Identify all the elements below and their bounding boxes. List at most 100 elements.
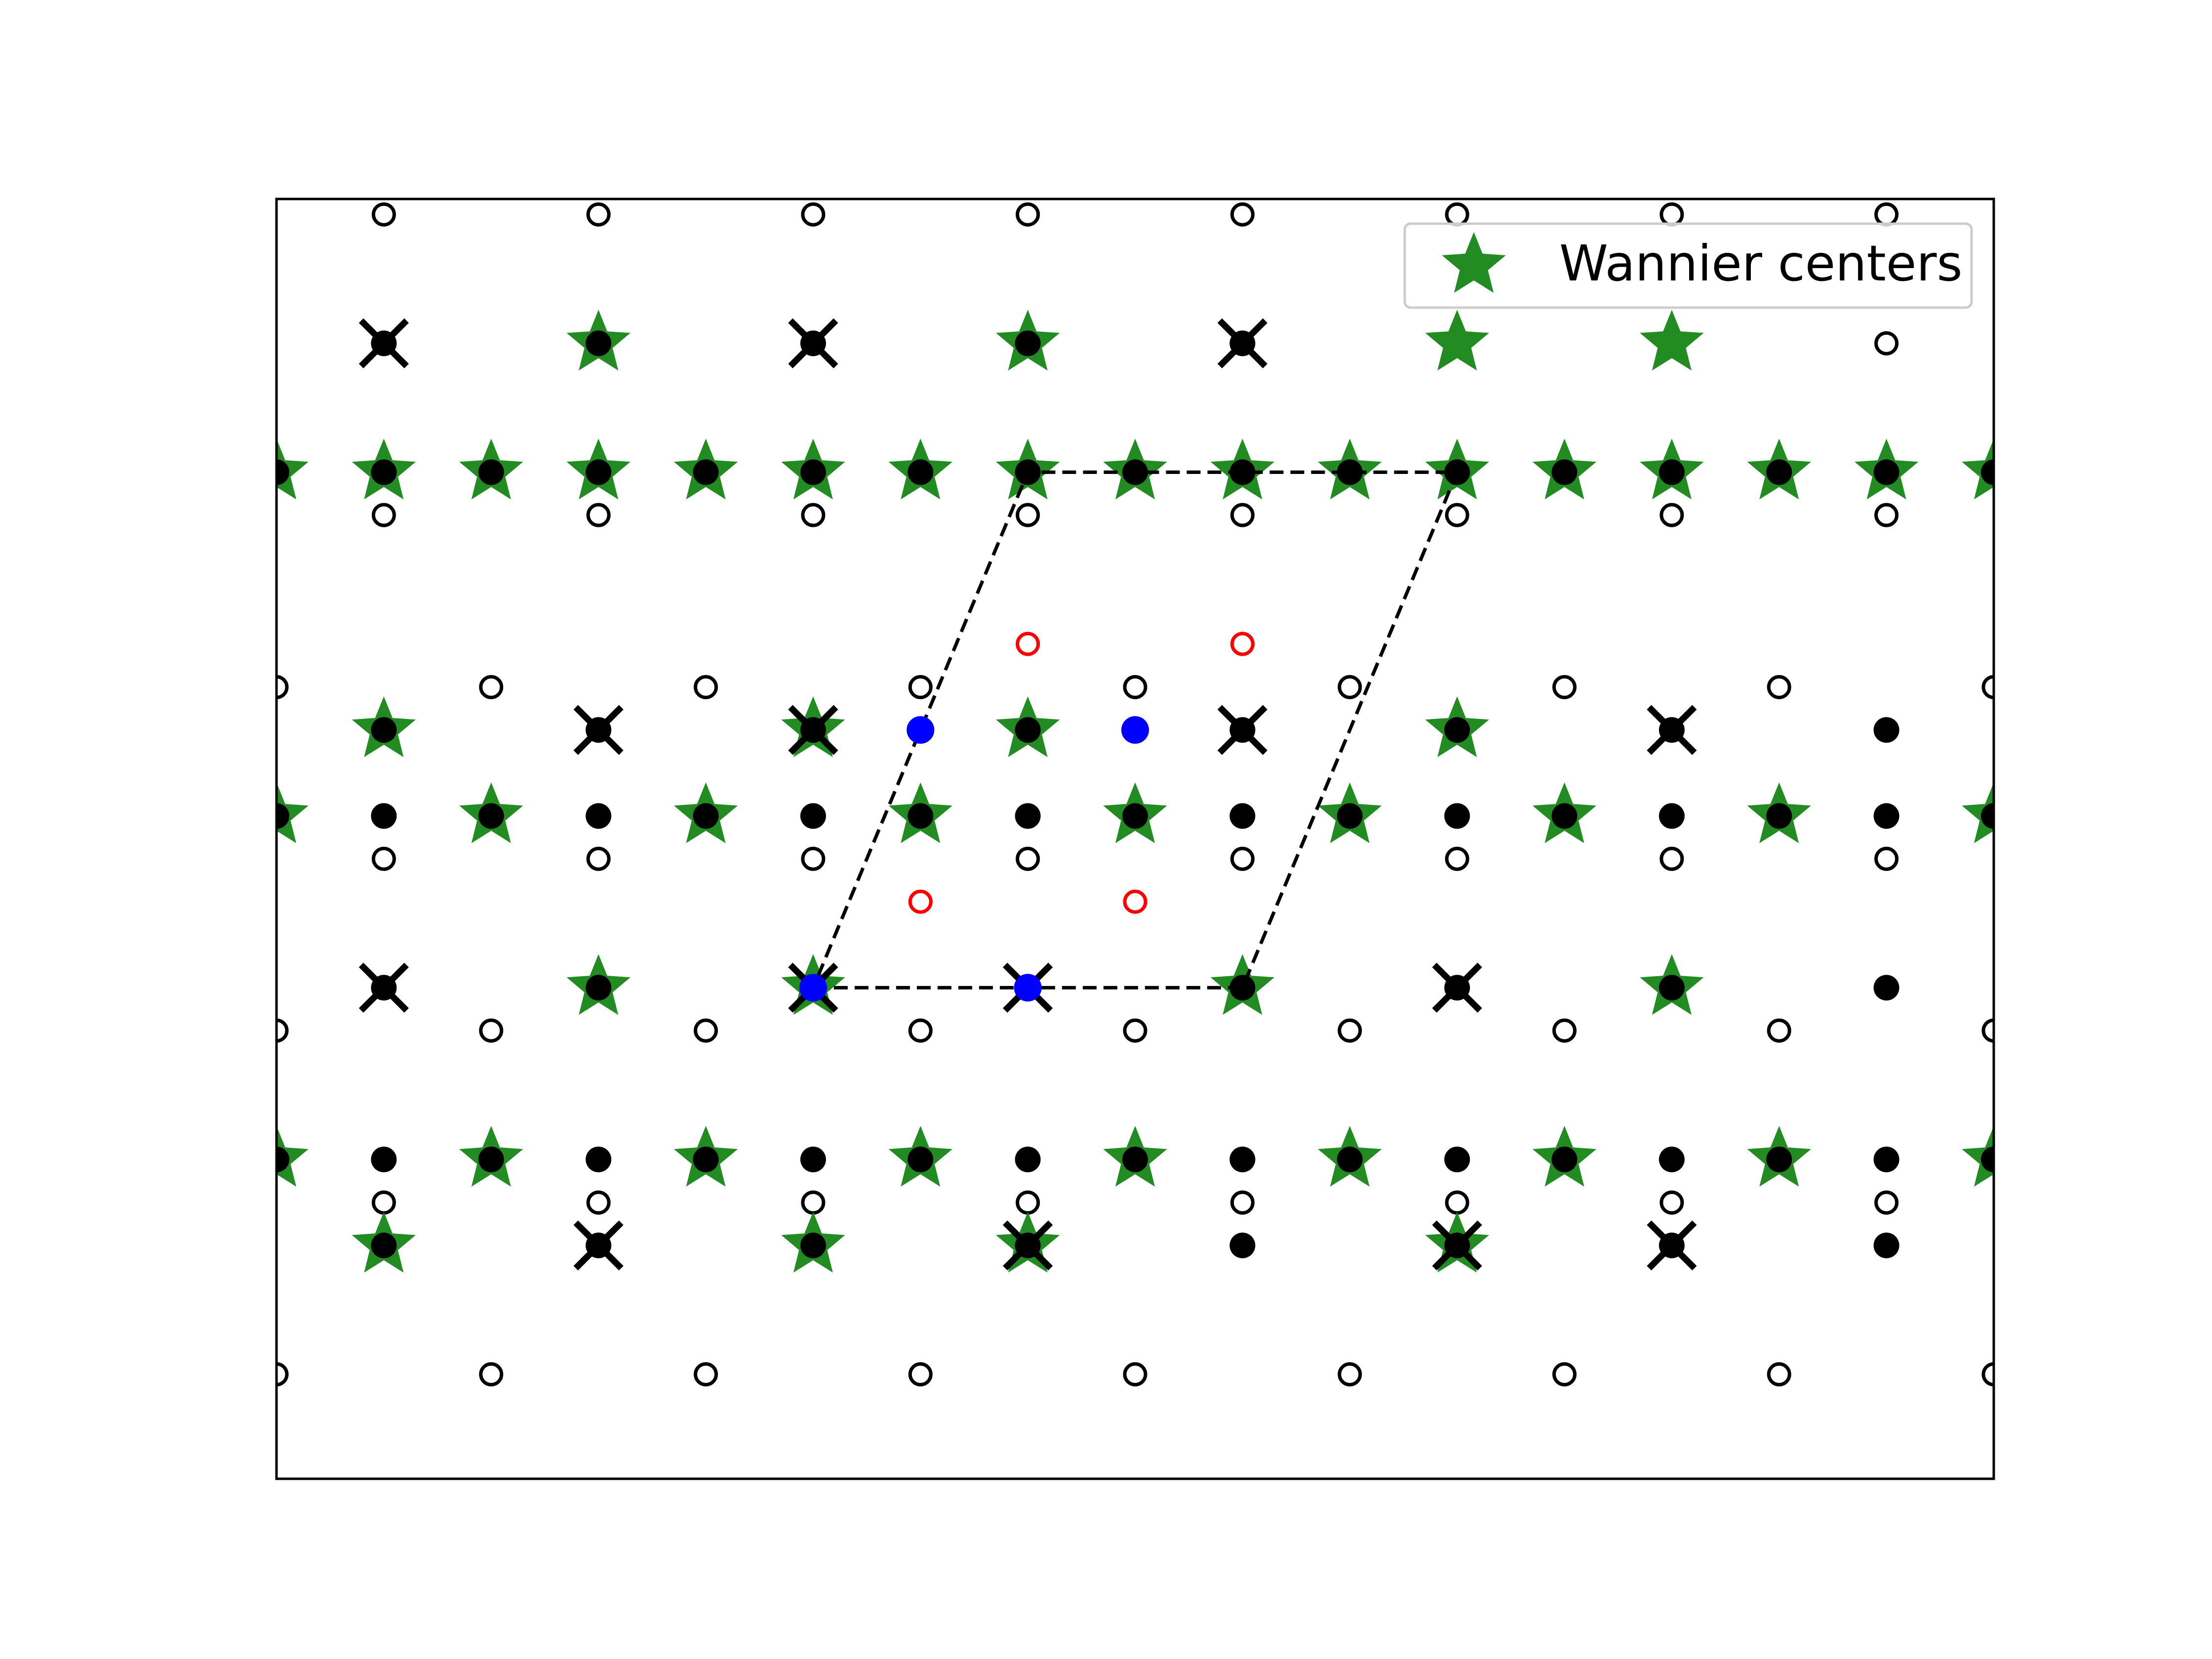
vertex-site-marker	[573, 1220, 624, 1271]
hexagonal-site-marker	[1338, 675, 1362, 700]
hexagonal-site-marker	[1552, 1018, 1577, 1043]
hexagonal-site-marker	[1659, 846, 1684, 871]
wannier-center-marker	[1962, 438, 1994, 500]
kagome-site-marker	[1551, 459, 1578, 485]
hexagonal-site-marker	[1874, 1190, 1899, 1215]
hexagonal-site-marker	[479, 1018, 504, 1043]
legend-label: Wannier centers	[1559, 235, 1963, 292]
kagome-site-marker	[1337, 459, 1363, 485]
hexagonal-site-marker	[1016, 846, 1040, 871]
kagome-site-marker	[1015, 717, 1041, 743]
kagome-site-marker	[371, 459, 397, 485]
hexagonal-site-marker	[276, 1362, 289, 1386]
wannier-center-marker	[1640, 310, 1704, 371]
hexagonal-site-marker	[1230, 202, 1255, 227]
hexagonal-site-marker	[1981, 1018, 1994, 1043]
highlighted-hexagonal-site-marker	[1123, 889, 1147, 914]
kagome-site-marker	[586, 1146, 612, 1173]
hexagonal-site-marker	[694, 675, 718, 700]
legend-box	[1403, 222, 1973, 309]
hexagonal-site-marker	[276, 1018, 289, 1043]
highlighted-hexagonal-site-marker	[1016, 632, 1040, 656]
legend-star-icon	[1442, 232, 1506, 293]
kagome-site-marker	[1659, 1146, 1685, 1173]
kagome-site-marker	[371, 717, 397, 743]
hexagonal-site-marker	[1445, 846, 1469, 871]
plot-area	[276, 202, 1994, 1386]
kagome-site-marker	[1444, 717, 1470, 743]
kagome-site-marker	[693, 459, 719, 485]
kagome-site-marker	[1659, 975, 1685, 1001]
highlighted-site-marker	[1014, 974, 1042, 1002]
wannier-center-marker	[276, 782, 309, 843]
highlighted-site-marker	[1121, 716, 1149, 744]
hexagonal-site-marker	[1338, 1362, 1362, 1386]
kagome-site-marker	[276, 803, 289, 829]
kagome-site-marker	[908, 459, 934, 485]
hexagonal-site-marker	[1230, 846, 1255, 871]
highlighted-hexagonal-site-marker	[908, 889, 933, 914]
legend: Wannier centers	[1403, 222, 1973, 309]
hexagonal-site-marker	[586, 846, 611, 871]
kagome-site-marker	[1444, 803, 1470, 829]
kagome-site-marker	[1766, 1146, 1792, 1173]
kagome-site-marker	[1337, 1146, 1363, 1173]
kagome-site-marker	[1551, 803, 1578, 829]
hexagonal-site-marker	[1659, 503, 1684, 527]
kagome-site-marker	[371, 1232, 397, 1259]
vertex-site-marker	[1217, 318, 1267, 368]
hexagonal-site-marker	[1016, 503, 1040, 527]
kagome-site-marker	[800, 1232, 826, 1259]
kagome-site-marker	[1981, 459, 1994, 485]
kagome-site-marker	[371, 1146, 397, 1173]
hexagonal-site-marker	[371, 202, 396, 227]
vertex-site-marker	[573, 705, 624, 755]
vertex-site-marker	[1647, 705, 1697, 755]
vertex-site-marker	[788, 318, 838, 368]
kagome-site-marker	[1981, 1146, 1994, 1173]
hexagonal-site-marker	[1981, 1362, 1994, 1386]
kagome-site-marker	[586, 330, 612, 356]
kagome-site-marker	[1444, 459, 1470, 485]
hexagonal-site-marker	[1123, 1362, 1147, 1386]
wannier-center-marker	[276, 438, 309, 500]
kagome-site-marker	[800, 459, 826, 485]
kagome-site-marker	[371, 803, 397, 829]
hexagonal-site-marker	[694, 1362, 718, 1386]
kagome-site-marker	[1873, 1146, 1899, 1173]
kagome-site-marker	[1015, 1146, 1041, 1173]
hexagonal-site-marker	[1767, 1362, 1791, 1386]
hexagonal-site-marker	[1981, 675, 1994, 700]
highlighted-site-marker	[907, 716, 935, 744]
kagome-site-marker	[586, 803, 612, 829]
kagome-site-marker	[1444, 1146, 1470, 1173]
hexagonal-site-marker	[1874, 503, 1899, 527]
axes-frame	[275, 198, 1995, 1480]
vertex-site-marker	[1432, 962, 1482, 1013]
kagome-site-marker	[1551, 1146, 1578, 1173]
hexagonal-site-marker	[908, 675, 933, 700]
kagome-site-marker	[586, 975, 612, 1001]
hexagonal-site-marker	[801, 202, 826, 227]
hexagonal-site-marker	[1123, 1018, 1147, 1043]
kagome-site-marker	[1122, 803, 1148, 829]
vertex-site-marker	[788, 705, 838, 755]
hexagonal-site-marker	[276, 675, 289, 700]
hexagonal-site-marker	[1767, 675, 1791, 700]
hexagonal-site-marker	[371, 846, 396, 871]
wannier-center-marker	[1962, 1126, 1994, 1187]
vertex-site-marker	[1003, 1220, 1053, 1271]
kagome-site-marker	[478, 459, 504, 485]
kagome-site-marker	[1873, 975, 1899, 1001]
kagome-site-marker	[693, 803, 719, 829]
hexagonal-site-marker	[1123, 675, 1147, 700]
highlighted-hexagonal-site-marker	[1230, 632, 1255, 656]
kagome-site-marker	[1659, 459, 1685, 485]
kagome-site-marker	[276, 1146, 289, 1173]
hexagonal-site-marker	[586, 503, 611, 527]
wannier-center-marker	[1425, 310, 1489, 371]
hexagonal-site-marker	[1230, 1190, 1255, 1215]
kagome-site-marker	[800, 803, 826, 829]
kagome-site-marker	[1766, 803, 1792, 829]
kagome-site-marker	[908, 1146, 934, 1173]
